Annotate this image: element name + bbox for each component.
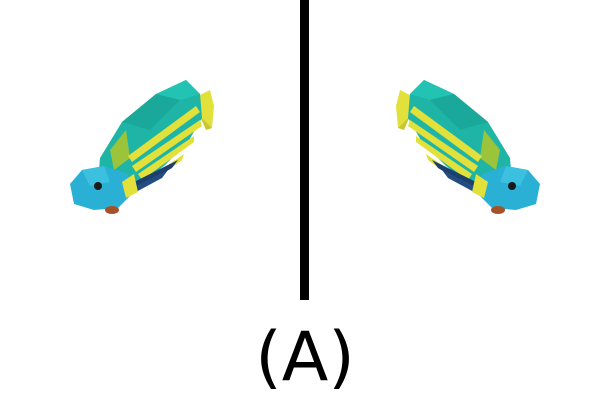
- fish-right-mirrored-icon: [390, 70, 550, 220]
- fish-left-icon: [60, 70, 220, 220]
- vertical-divider: [300, 0, 309, 300]
- figure-caption: (A): [255, 318, 355, 397]
